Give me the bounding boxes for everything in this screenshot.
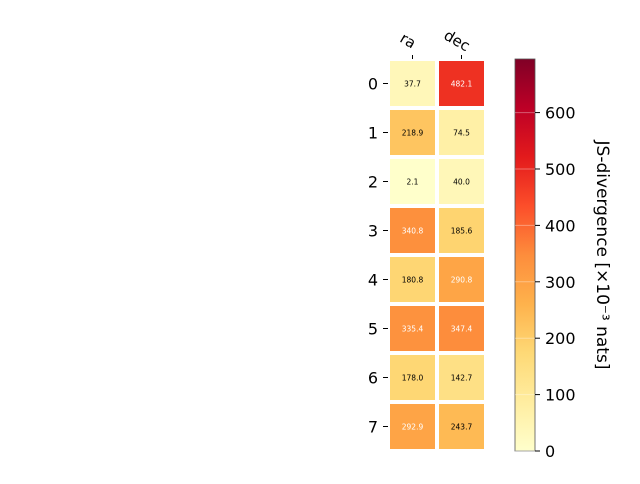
heatmap-cell bbox=[388, 108, 437, 157]
colorbar-tick-label: 100 bbox=[545, 386, 576, 405]
row-label: 7 bbox=[368, 418, 378, 437]
cell-value-label: 482.1 bbox=[451, 80, 473, 89]
heatmap-cell bbox=[388, 353, 437, 402]
cell-value-label: 243.7 bbox=[451, 423, 473, 432]
heatmap-cell bbox=[388, 157, 437, 206]
cell-value-label: 340.8 bbox=[402, 227, 424, 236]
row-label: 2 bbox=[368, 173, 378, 192]
row-label: 6 bbox=[368, 369, 378, 388]
cell-value-label: 292.9 bbox=[402, 423, 424, 432]
heatmap-cell bbox=[437, 59, 486, 108]
heatmap-cell bbox=[388, 206, 437, 255]
heatmap-cell bbox=[388, 402, 437, 451]
cell-value-label: 218.9 bbox=[402, 129, 424, 138]
colorbar-ticks: 0 100 200 300 400 500 600 bbox=[515, 104, 576, 461]
row-label: 4 bbox=[368, 271, 378, 290]
cell-value-label: 335.4 bbox=[402, 325, 424, 334]
row-label: 5 bbox=[368, 320, 378, 339]
cell-value-label: 347.4 bbox=[451, 325, 473, 334]
row-label: 3 bbox=[368, 222, 378, 241]
column-label: dec bbox=[441, 26, 473, 55]
cell-value-label: 74.5 bbox=[453, 129, 470, 138]
heatmap-cell bbox=[437, 402, 486, 451]
colorbar bbox=[514, 58, 536, 452]
colorbar-label: JS-divergence [×10⁻³ nats] bbox=[592, 140, 612, 370]
heatmap-cell bbox=[437, 157, 486, 206]
row-label: 1 bbox=[368, 124, 378, 143]
cell-value-label: 40.0 bbox=[453, 178, 470, 187]
heatmap-cell bbox=[437, 206, 486, 255]
row-labels: 0 1 2 3 4 5 6 7 bbox=[368, 75, 388, 437]
cell-value-label: 180.8 bbox=[402, 276, 424, 285]
cell-value-label: 142.7 bbox=[451, 374, 473, 383]
heatmap-cells: 37.7 482.1 218.9 74.5 2.1 40.0 340.8 185.6 180.8… bbox=[388, 59, 486, 451]
colorbar-tick-label: 200 bbox=[545, 329, 576, 348]
cell-value-label: 290.8 bbox=[451, 276, 473, 285]
colorbar-tick-label: 0 bbox=[545, 442, 555, 461]
cell-value-label: 37.7 bbox=[404, 80, 421, 89]
colorbar-tick-label: 500 bbox=[545, 160, 576, 179]
heatmap-cell bbox=[437, 304, 486, 353]
colorbar-tick-label: 400 bbox=[545, 216, 576, 235]
cell-value-label: 178.0 bbox=[402, 374, 424, 383]
row-label: 0 bbox=[368, 75, 378, 94]
colorbar-tick-label: 300 bbox=[545, 273, 576, 292]
heatmap-cell bbox=[437, 255, 486, 304]
heatmap-cell bbox=[437, 353, 486, 402]
colorbar-tick-label: 600 bbox=[545, 104, 576, 123]
column-labels: ra dec bbox=[397, 26, 473, 59]
column-label: ra bbox=[397, 29, 419, 52]
heatmap-cell bbox=[437, 108, 486, 157]
heatmap-cell bbox=[388, 255, 437, 304]
heatmap-cell bbox=[388, 59, 437, 108]
heatmap-cell bbox=[388, 304, 437, 353]
cell-value-label: 2.1 bbox=[407, 178, 419, 187]
cell-value-label: 185.6 bbox=[451, 227, 473, 236]
